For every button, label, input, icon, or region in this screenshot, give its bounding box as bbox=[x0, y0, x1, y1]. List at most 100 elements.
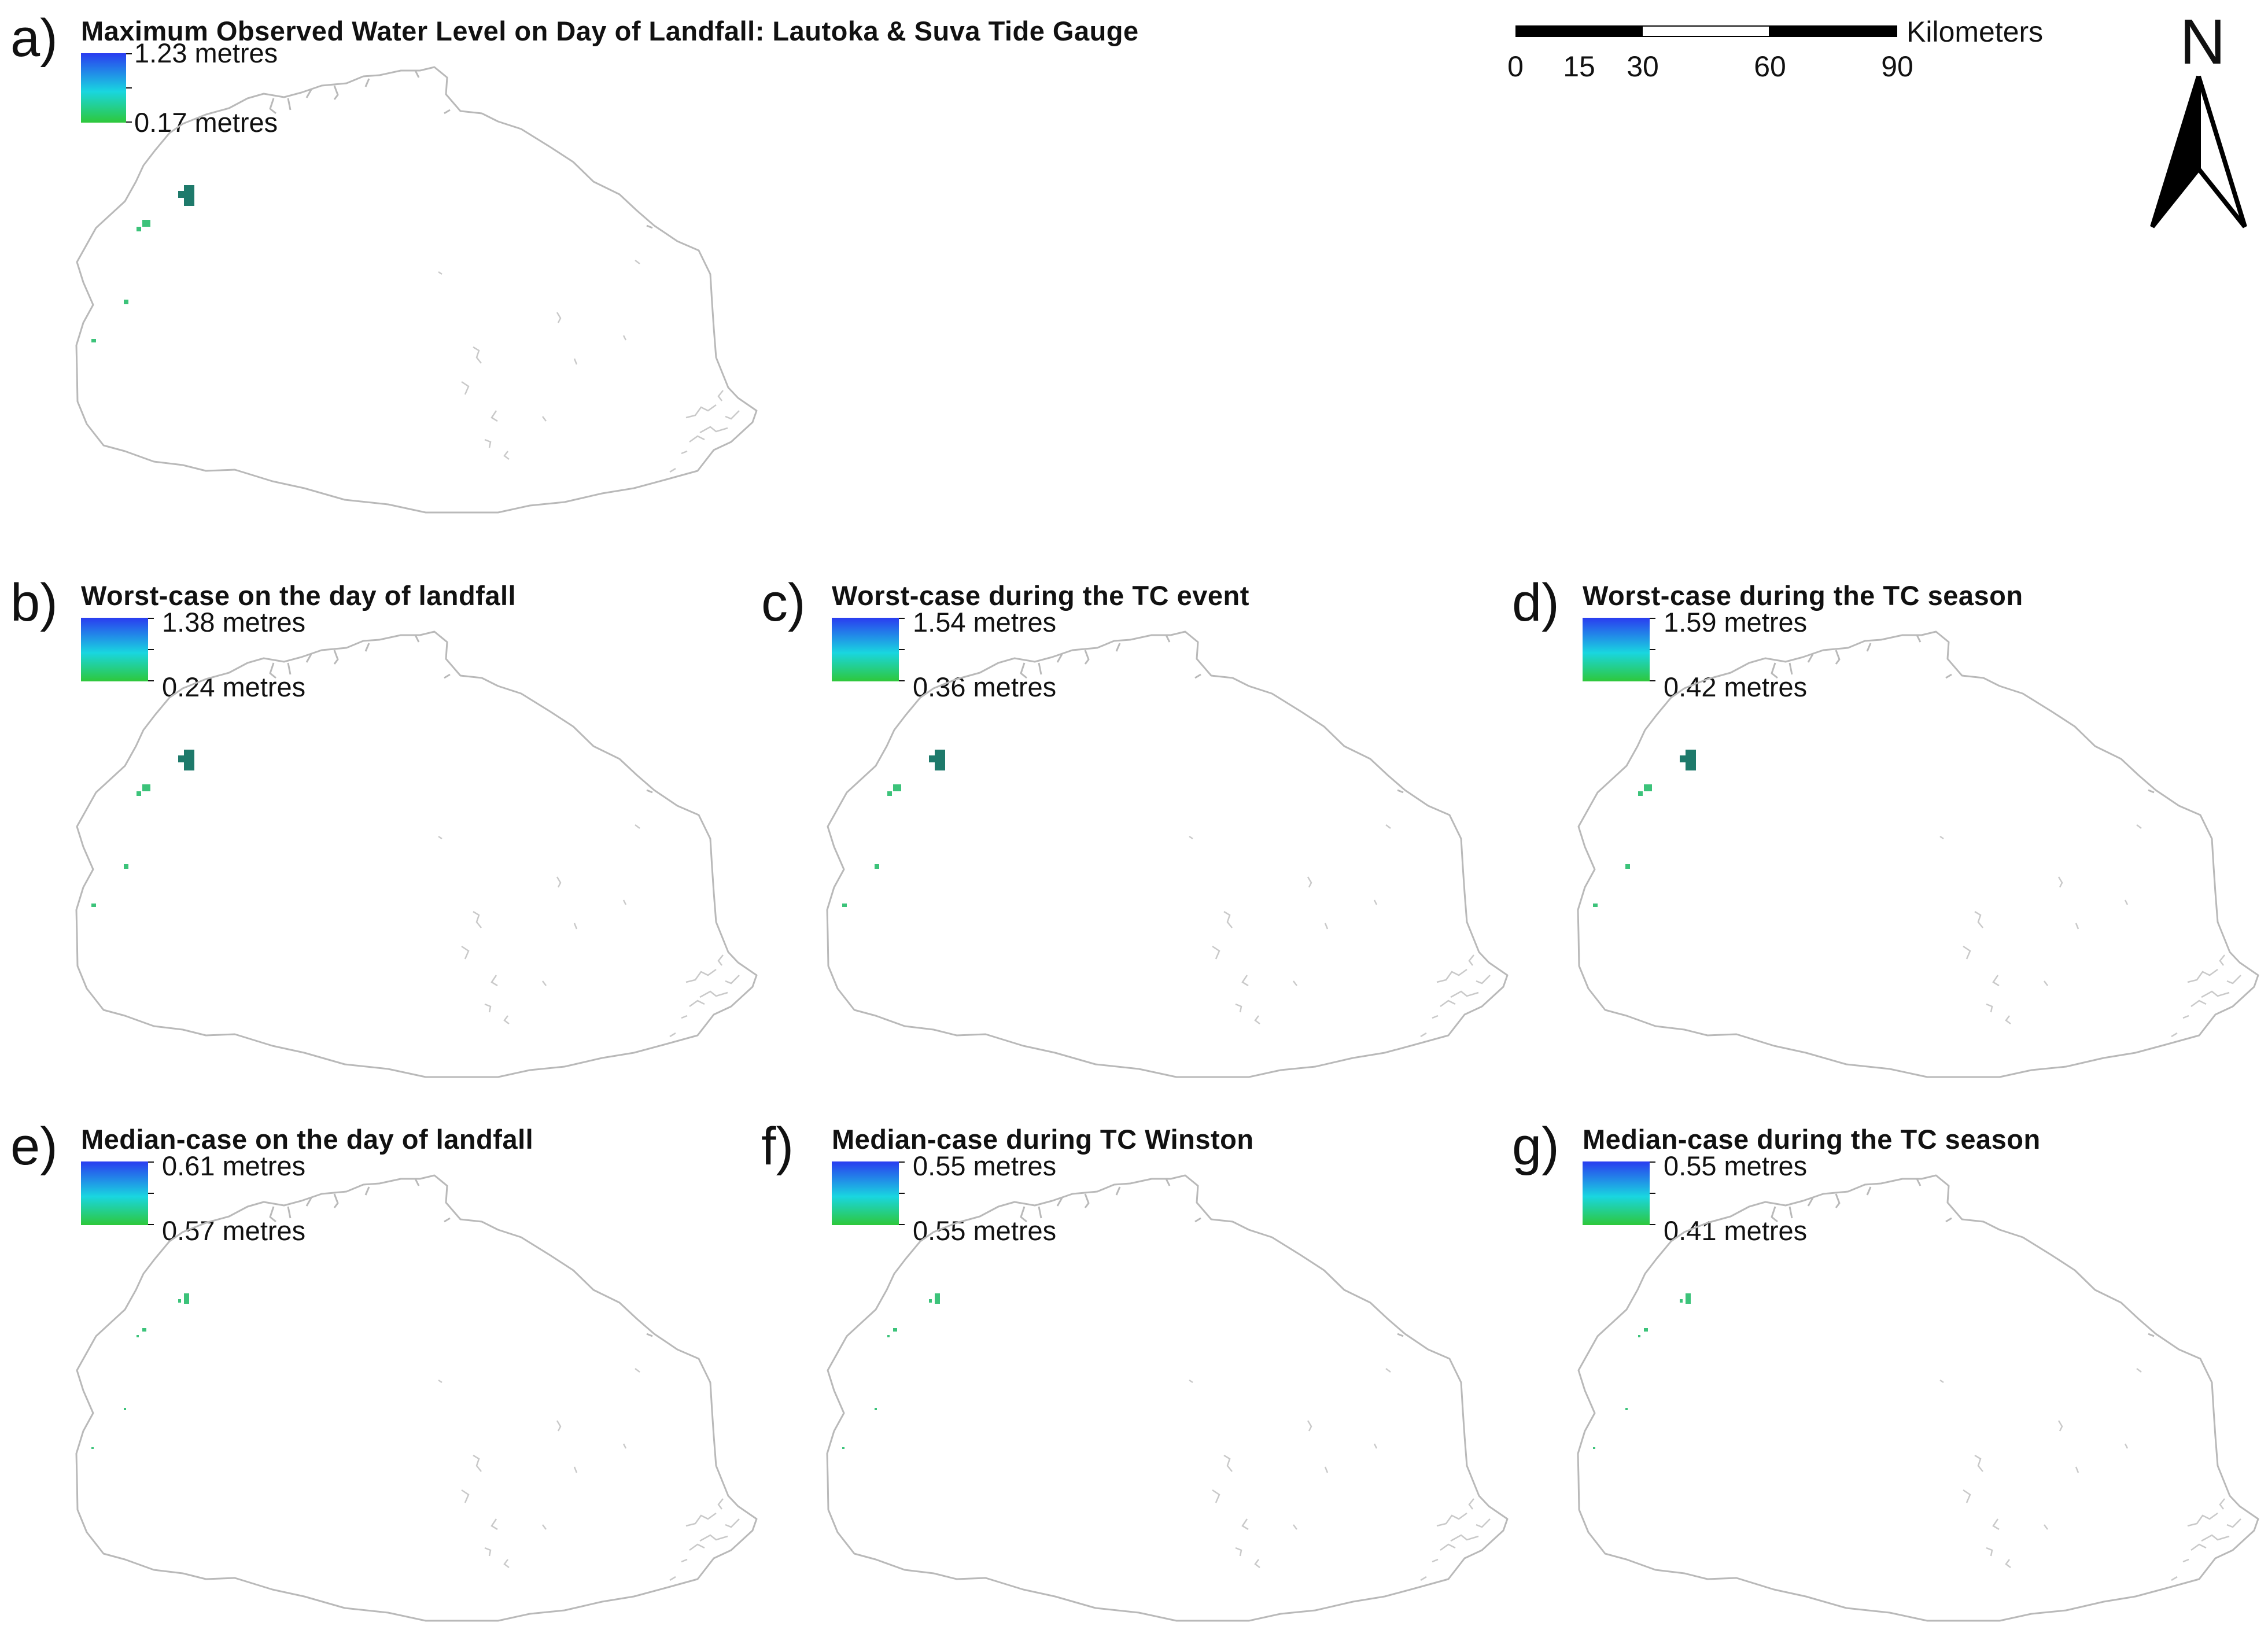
inland-water-feature bbox=[1450, 1534, 1479, 1542]
panel-title: Maximum Observed Water Level on Day of L… bbox=[81, 16, 1139, 46]
inland-water-feature bbox=[503, 1015, 510, 1024]
inland-water-feature bbox=[725, 1518, 740, 1528]
coastal-inlet bbox=[1945, 673, 1952, 679]
inland-water-feature bbox=[2075, 923, 2079, 930]
scale-units: Kilometers bbox=[1906, 16, 2044, 48]
north-arrow-icon bbox=[2150, 75, 2247, 228]
coastal-inlet bbox=[1397, 1333, 1404, 1337]
map-panel-a: a) Maximum Observed Water Level on Day o… bbox=[10, 12, 1138, 521]
coastal-inlet bbox=[333, 85, 339, 100]
coastal-inlet bbox=[287, 98, 292, 110]
inland-water-feature bbox=[1963, 945, 1971, 960]
inland-water-feature bbox=[2005, 1559, 2011, 1568]
inland-water-feature bbox=[491, 975, 498, 987]
inland-water-feature bbox=[699, 426, 728, 434]
inland-water-feature bbox=[685, 1512, 717, 1527]
inland-water-feature bbox=[438, 1379, 442, 1384]
coastline bbox=[75, 630, 758, 1078]
north-letter: N bbox=[2180, 6, 2226, 78]
inundation-area bbox=[1686, 750, 1696, 770]
inland-water-feature bbox=[1476, 975, 1491, 984]
coastal-inlet bbox=[1115, 1186, 1121, 1196]
inland-water-feature bbox=[1432, 1015, 1439, 1019]
coastal-inlet bbox=[1916, 635, 1922, 643]
coastline bbox=[1577, 1174, 2259, 1622]
coastal-inlet bbox=[1945, 1217, 1952, 1223]
inland-water-feature bbox=[2124, 1443, 2129, 1449]
inland-water-feature bbox=[622, 899, 627, 905]
coastal-inlet bbox=[1771, 1206, 1778, 1223]
inland-water-feature bbox=[2005, 1015, 2011, 1024]
inundation-area bbox=[1644, 784, 1652, 791]
inundation-area bbox=[178, 191, 184, 198]
inland-water-feature bbox=[491, 1518, 498, 1531]
coastline bbox=[826, 630, 1509, 1078]
island-map bbox=[1577, 630, 2259, 1078]
inland-water-feature bbox=[1293, 980, 1297, 986]
north-arrow: N bbox=[2150, 6, 2266, 230]
legend-max-value: 1.38 metres bbox=[162, 607, 306, 637]
coastal-inlet bbox=[646, 1333, 653, 1337]
inland-water-feature bbox=[1373, 899, 1378, 905]
inland-water-feature bbox=[1986, 1003, 1993, 1013]
panel-letter: g) bbox=[1512, 1117, 1559, 1176]
inland-water-feature bbox=[1440, 1543, 1456, 1551]
coastal-inlet bbox=[1038, 1206, 1042, 1219]
inland-water-feature bbox=[1223, 910, 1233, 928]
inland-water-feature bbox=[1254, 1015, 1260, 1024]
inundation-area bbox=[91, 904, 96, 907]
coastal-inlet bbox=[1038, 662, 1042, 675]
coastal-inlet bbox=[646, 789, 653, 794]
inland-water-feature bbox=[1189, 835, 1193, 840]
inland-water-feature bbox=[491, 410, 498, 422]
inland-water-feature bbox=[542, 980, 547, 986]
inland-water-feature bbox=[461, 945, 470, 960]
inland-water-feature bbox=[2219, 1498, 2225, 1510]
inland-water-feature bbox=[717, 390, 724, 401]
panel-letter: d) bbox=[1512, 573, 1559, 632]
inundation-area bbox=[1638, 1335, 1640, 1337]
inland-water-feature bbox=[681, 450, 688, 455]
island-map bbox=[1577, 1174, 2259, 1622]
coastal-inlet bbox=[1835, 650, 1841, 665]
legend-color-ramp bbox=[81, 53, 132, 123]
coastal-inlet bbox=[414, 1178, 420, 1186]
coastal-inlet bbox=[1788, 662, 1793, 675]
coastal-inlet bbox=[1807, 1197, 1814, 1207]
coastal-inlet bbox=[1835, 1193, 1841, 1208]
inland-water-feature bbox=[573, 1466, 578, 1473]
inland-water-feature bbox=[1223, 1454, 1233, 1472]
inundation-area bbox=[875, 1408, 877, 1410]
legend-max-value: 1.54 metres bbox=[913, 607, 1057, 637]
coastal-inlet bbox=[1056, 654, 1063, 663]
inundation-area bbox=[91, 1447, 94, 1449]
scale-label: 60 bbox=[1754, 50, 1786, 83]
inland-water-feature bbox=[2187, 968, 2218, 983]
inundation-area bbox=[137, 227, 141, 231]
inundation-area bbox=[875, 864, 879, 869]
inland-water-feature bbox=[556, 312, 562, 323]
inland-water-feature bbox=[2201, 1534, 2230, 1542]
coastline bbox=[75, 66, 758, 514]
coastal-inlet bbox=[646, 224, 653, 229]
inundation-area bbox=[893, 1328, 897, 1332]
coastal-inlet bbox=[333, 650, 339, 665]
inundation-area bbox=[1638, 791, 1643, 796]
inland-water-feature bbox=[2219, 954, 2225, 966]
inland-water-feature bbox=[2182, 1015, 2189, 1019]
coastal-inlet bbox=[444, 673, 451, 679]
inland-water-feature bbox=[1420, 1576, 1427, 1581]
map-panel-e: e) Median-case on the day of landfall 0.… bbox=[10, 1120, 758, 1629]
inundation-area bbox=[935, 750, 945, 770]
inland-water-feature bbox=[1307, 1420, 1312, 1432]
inundation-area bbox=[142, 784, 150, 791]
inland-water-feature bbox=[717, 954, 724, 966]
island-outline bbox=[1577, 1174, 2259, 1622]
inland-water-feature bbox=[1939, 835, 1944, 840]
inundation-area bbox=[842, 1447, 844, 1449]
inland-water-feature bbox=[1432, 1558, 1439, 1563]
inland-water-feature bbox=[1992, 975, 2000, 987]
inland-water-feature bbox=[2190, 1543, 2207, 1551]
panel-letter: b) bbox=[10, 573, 58, 632]
legend-color-ramp bbox=[832, 618, 905, 681]
